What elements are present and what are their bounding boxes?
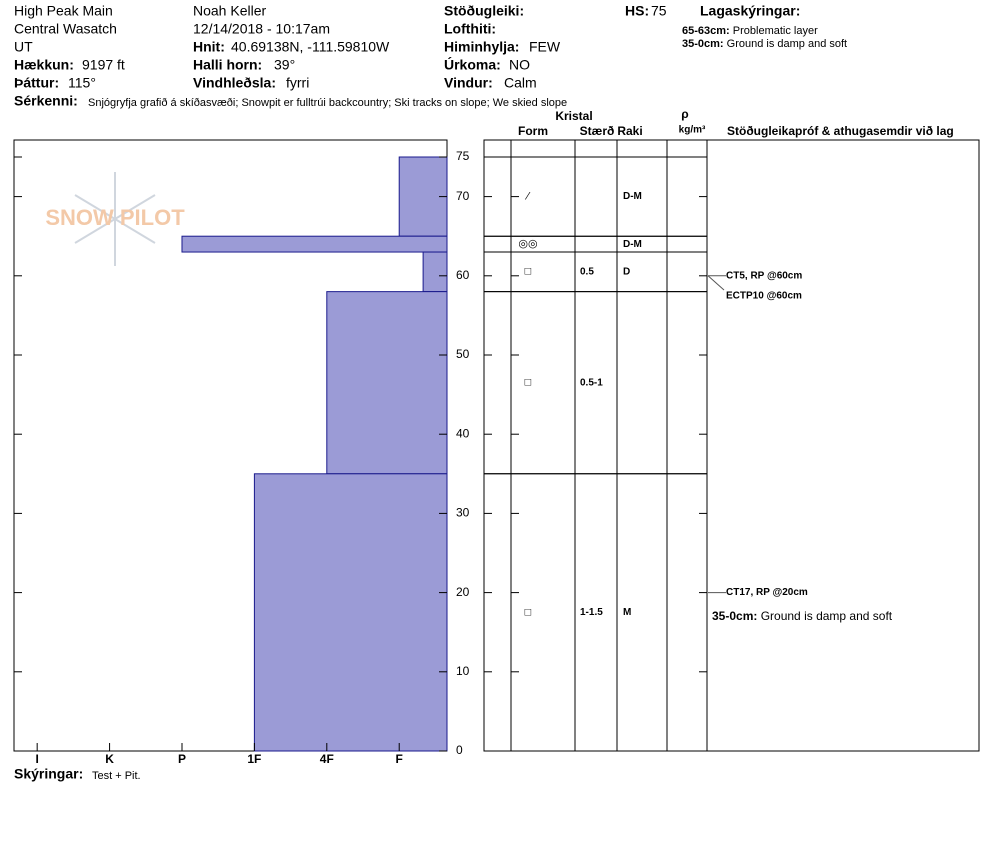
label: Himinhylja: xyxy=(444,39,519,55)
value: 9197 ft xyxy=(82,57,125,73)
value: NO xyxy=(509,57,530,73)
note-text: Ground is damp and soft xyxy=(727,38,847,50)
hardness-bar xyxy=(422,251,448,293)
location: High Peak Main xyxy=(14,3,113,19)
y-tick-label: 0 xyxy=(456,743,463,757)
label: Þáttur: xyxy=(14,75,59,91)
x-tick-label: 4F xyxy=(320,752,334,766)
note: 65-63cm: Problematic layer xyxy=(682,25,818,37)
value: FEW xyxy=(529,39,561,55)
col-head: kg/m³ xyxy=(679,125,706,136)
x-tick-label: I xyxy=(35,752,38,766)
label: Sérkenni: xyxy=(14,93,78,109)
hardness-bar xyxy=(326,291,448,475)
comment: 35-0cm: Ground is damp and soft xyxy=(712,609,893,623)
col-head: Stöðugleikapróf & athugasemdir við lag xyxy=(727,124,954,138)
y-tick-label: 30 xyxy=(456,506,470,520)
comment-text: Ground is damp and soft xyxy=(761,609,893,623)
y-tick-label: 50 xyxy=(456,347,470,361)
value: 115° xyxy=(68,75,96,91)
x-tick-label: K xyxy=(105,752,114,766)
label: Halli horn: xyxy=(193,57,262,73)
note-range: 65-63cm: xyxy=(682,25,730,37)
crystal-size: 0.5-1 xyxy=(580,377,603,388)
flake xyxy=(74,194,156,244)
value: 40.69138N, -111.59810W xyxy=(231,39,390,55)
label: Hækkun: xyxy=(14,57,74,73)
x-tick-label: 1F xyxy=(247,752,261,766)
x-tick-label: F xyxy=(396,752,403,766)
features: Snjógryfja grafið á skíðasvæði; Snowpit … xyxy=(88,97,567,109)
col-head: Raki xyxy=(617,124,642,138)
value: fyrri xyxy=(286,75,309,91)
crystal-form: ⁄ xyxy=(524,191,531,203)
crystal-form: □ xyxy=(525,377,532,389)
y-tick-label: 60 xyxy=(456,268,470,282)
crystal-form: ◎◎ xyxy=(518,238,537,250)
observer: Noah Keller xyxy=(193,3,266,19)
comment-range: 35-0cm: xyxy=(712,609,757,623)
y-tick-label: 40 xyxy=(456,426,470,440)
col-head: ρ xyxy=(681,107,688,121)
label: Stöðugleiki: xyxy=(444,3,524,19)
note: 35-0cm: Ground is damp and soft xyxy=(682,38,847,50)
logo xyxy=(74,172,156,266)
col-head: Kristal xyxy=(555,109,592,123)
value: 75 xyxy=(651,3,667,19)
label: Skýringar: xyxy=(14,766,83,782)
state: UT xyxy=(14,39,33,55)
test-label: CT5, RP @60cm xyxy=(726,270,802,281)
crystal-form: □ xyxy=(525,266,532,278)
hardness-bar xyxy=(181,235,448,253)
label: Vindhleðsla: xyxy=(193,75,276,91)
test-label: CT17, RP @20cm xyxy=(726,587,808,598)
hardness-bar xyxy=(253,473,448,752)
moisture: D-M xyxy=(623,191,642,202)
moisture: D-M xyxy=(623,239,642,250)
label: Lagaskýringar: xyxy=(700,3,800,19)
range: Central Wasatch xyxy=(14,21,117,37)
moisture: D xyxy=(623,266,630,277)
y-tick-label: 75 xyxy=(456,149,470,163)
col-head: Form xyxy=(518,124,548,138)
crystal-size: 0.5 xyxy=(580,266,594,277)
table-frame xyxy=(483,139,980,752)
test-label: ECTP10 @60cm xyxy=(726,291,802,302)
moisture: M xyxy=(623,607,631,618)
y-tick-label: 70 xyxy=(456,189,470,203)
datetime: 12/14/2018 - 10:17am xyxy=(193,21,330,37)
note-range: 35-0cm: xyxy=(682,38,724,50)
value: 39° xyxy=(274,57,295,73)
value: Calm xyxy=(504,75,537,91)
col-head: Stærð xyxy=(580,124,615,138)
note-text: Problematic layer xyxy=(733,25,818,37)
x-tick-label: P xyxy=(178,752,186,766)
label: HS: xyxy=(625,3,649,19)
label: Úrkoma: xyxy=(444,56,501,73)
label: Lofthiti: xyxy=(444,21,496,37)
label: Vindur: xyxy=(444,75,493,91)
y-tick-label: 20 xyxy=(456,585,470,599)
logo-text: SNOW PILOT xyxy=(45,205,185,230)
test-arrow xyxy=(707,275,725,291)
y-tick-label: 10 xyxy=(456,664,470,678)
footer-text: Test + Pit. xyxy=(92,770,141,782)
label: Hnit: xyxy=(193,39,225,55)
crystal-form: □ xyxy=(525,606,532,618)
crystal-size: 1-1.5 xyxy=(580,607,603,618)
